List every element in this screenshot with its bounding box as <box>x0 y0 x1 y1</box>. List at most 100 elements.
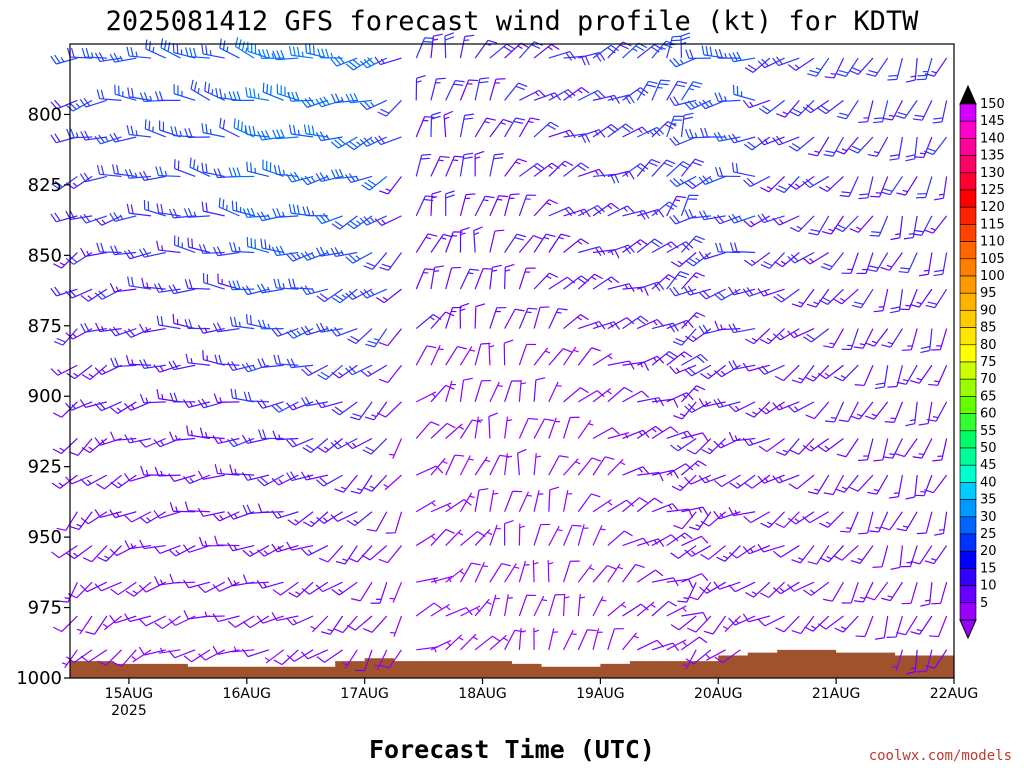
wind-barb <box>728 286 756 296</box>
barb-half-feather <box>875 526 881 529</box>
barb-staff <box>474 306 477 329</box>
barb-half-feather <box>297 129 300 136</box>
x-tick-label: 22AUG <box>930 686 979 702</box>
barb-feather <box>910 631 920 635</box>
axes: 800825850875900925950975100015AUG202516A… <box>16 43 979 719</box>
barb-half-feather <box>636 241 642 246</box>
barb-staff <box>681 636 700 651</box>
barb-half-feather <box>829 342 835 345</box>
barb-feather <box>69 210 75 220</box>
barb-feather <box>260 476 269 485</box>
barb-feather <box>672 642 680 652</box>
barb-feather <box>222 40 226 50</box>
barb-half-feather <box>90 52 94 58</box>
barb-staff <box>430 385 447 403</box>
barb-feather <box>757 60 766 69</box>
barb-staff <box>695 615 712 633</box>
barb-half-feather <box>825 185 831 190</box>
barb-staff <box>445 607 467 617</box>
barb-feather <box>789 226 799 233</box>
barb-feather <box>687 366 696 375</box>
barb-feather <box>139 323 145 333</box>
barb-half-feather <box>311 177 316 183</box>
wind-barb <box>548 50 576 61</box>
barb-staff <box>857 136 874 154</box>
barb-staff <box>607 317 628 330</box>
barb-half-feather <box>674 199 681 202</box>
barb-staff <box>607 530 625 547</box>
barb-feather <box>747 64 757 71</box>
wind-barb <box>636 158 661 177</box>
barb-half-feather <box>594 170 599 176</box>
barb-half-feather <box>131 656 137 661</box>
barb-feather <box>256 284 263 294</box>
barb-feather <box>478 81 489 84</box>
barb-feather <box>359 139 368 147</box>
barb-feather <box>232 280 237 290</box>
wind-barb <box>622 315 649 330</box>
barb-feather <box>743 143 753 151</box>
wind-barb <box>636 497 663 513</box>
barb-feather <box>317 374 327 381</box>
barb-feather <box>702 175 710 184</box>
barb-half-feather <box>218 437 223 443</box>
barb-staff <box>249 615 270 629</box>
barb-staff <box>533 307 541 329</box>
wind-barb <box>430 502 452 513</box>
barb-staff <box>637 281 659 290</box>
barb-staff <box>563 87 582 101</box>
barb-staff <box>89 438 108 454</box>
barb-feather <box>288 278 292 288</box>
colorbar-label: 20 <box>980 544 997 559</box>
barb-feather <box>279 245 286 255</box>
barb-staff <box>145 437 167 448</box>
wind-barb <box>415 74 426 101</box>
wind-barb <box>169 573 196 584</box>
barb-feather <box>807 491 818 495</box>
barb-half-feather <box>327 628 333 632</box>
wind-barb <box>331 581 358 596</box>
barb-staff <box>831 581 845 602</box>
wind-barb <box>334 474 358 493</box>
barb-feather <box>130 204 134 214</box>
barb-feather <box>201 398 208 408</box>
barb-feather <box>849 148 859 154</box>
colorbar-swatch <box>959 516 977 535</box>
wind-barb <box>836 438 859 458</box>
wind-barb <box>241 471 270 481</box>
barb-feather <box>81 374 91 381</box>
wind-barb <box>873 289 889 313</box>
barb-staff <box>577 390 598 403</box>
barb-feather <box>319 97 326 106</box>
barb-feather <box>378 135 386 144</box>
barb-feather <box>295 91 300 102</box>
barb-feather <box>610 276 620 284</box>
barb-feather <box>109 283 116 293</box>
wind-barb <box>518 560 530 583</box>
barb-half-feather <box>809 589 815 594</box>
barb-half-feather <box>734 619 740 624</box>
wind-barb <box>728 581 756 593</box>
barb-half-feather <box>282 283 285 289</box>
barb-feather <box>261 319 267 329</box>
barb-staff <box>296 581 314 598</box>
barb-feather <box>334 56 341 66</box>
barb-staff <box>74 364 93 380</box>
wind-barb <box>488 412 498 439</box>
wind-barb <box>214 464 240 476</box>
x-tick-label: 21AUG <box>812 686 861 702</box>
wind-barb <box>817 364 844 380</box>
wind-barb <box>841 582 859 604</box>
wind-barb <box>189 157 211 177</box>
barb-half-feather <box>916 377 922 381</box>
barb-feather <box>683 102 692 110</box>
wind-barb <box>114 84 137 101</box>
barb-feather <box>788 145 798 152</box>
barb-feather <box>311 125 315 136</box>
wind-barb <box>686 438 712 455</box>
barb-feather <box>249 315 252 325</box>
wind-barb <box>415 499 436 513</box>
barb-feather <box>319 477 328 485</box>
barb-feather <box>148 41 152 51</box>
barb-feather <box>52 448 62 455</box>
